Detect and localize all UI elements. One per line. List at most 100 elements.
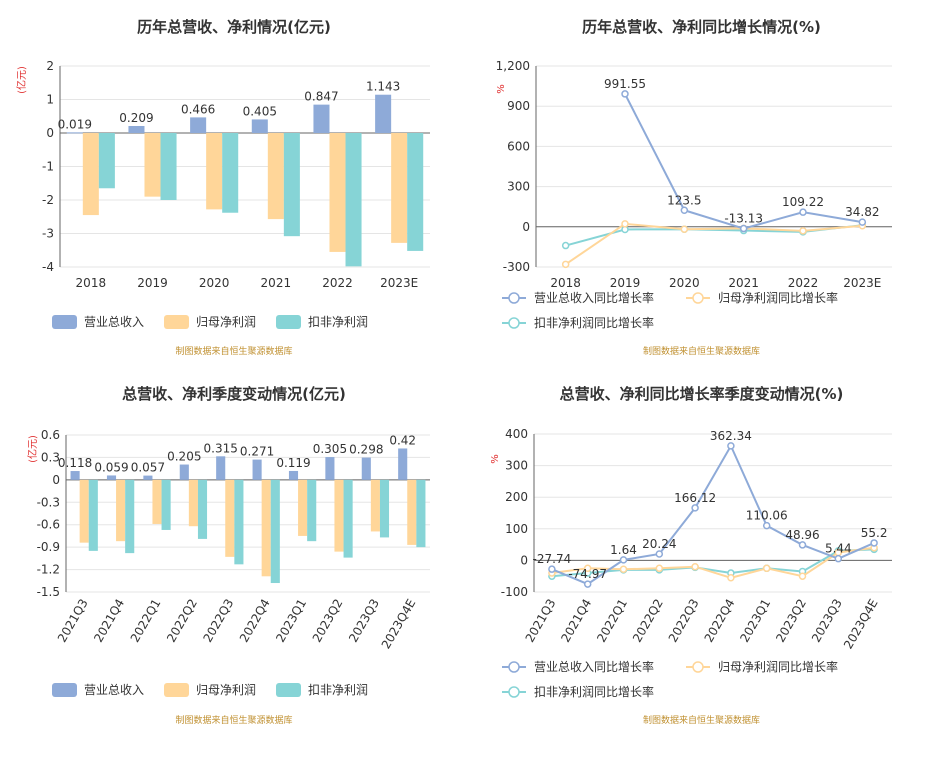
data-label: 0.019	[58, 117, 92, 131]
line-point	[762, 521, 771, 530]
line-point	[691, 504, 699, 512]
gridlines	[536, 65, 892, 268]
x-tick-label: 2023Q3	[346, 597, 382, 645]
source-note: 制图数据来自恒生聚源数据库	[643, 714, 760, 726]
revenue-bar	[179, 464, 189, 480]
x-tick-label: 2022Q3	[200, 597, 236, 645]
x-tick-label: 2020	[199, 276, 230, 290]
line-point	[799, 227, 807, 235]
data-label: 20.24	[642, 537, 676, 551]
legend-label: 扣非净利润同比增长率	[534, 315, 654, 330]
y-tick-label: -0.9	[37, 540, 60, 554]
x-tick-label: 2019	[137, 276, 168, 290]
x-tick-label: 2022Q2	[630, 597, 666, 645]
x-tick-label: 2018	[76, 276, 107, 290]
legend-label: 营业总收入	[84, 315, 144, 329]
revenue-bar	[398, 448, 408, 480]
x-tick-label: 2021	[728, 276, 759, 290]
quarter-growth-chart: 总营收、净利同比增长率季度变动情况(%)%4003002001000-10020…	[490, 385, 892, 726]
revenue-bar	[251, 119, 268, 133]
y-tick-label: -4	[42, 260, 54, 274]
data-label: 0.42	[389, 433, 416, 447]
legend-label: 归母净利润	[196, 683, 256, 697]
legend-marker	[508, 661, 520, 673]
deducted-bar	[222, 133, 239, 213]
deducted-bar	[234, 479, 244, 565]
y-unit-label: %	[490, 454, 501, 464]
deducted-bar	[125, 479, 135, 554]
y-unit-label: %	[496, 84, 507, 94]
netprofit-bar	[391, 133, 408, 243]
line-point	[727, 574, 735, 582]
data-label: 48.96	[785, 528, 819, 542]
y-tick-label: 0	[520, 553, 528, 567]
x-tick-label: 2022Q4	[702, 597, 738, 645]
data-label: 0.059	[94, 460, 128, 474]
line-point	[870, 539, 878, 547]
data-label: 1.64	[610, 543, 637, 557]
line-point	[762, 564, 771, 573]
x-tick-label: 2023Q1	[737, 597, 773, 645]
y-tick-label: -0.6	[37, 518, 60, 532]
legend-marker	[508, 686, 520, 698]
x-tick-label: 2023E	[843, 276, 881, 290]
x-tick-label: 2023E	[380, 276, 418, 290]
legend-label: 归母净利润同比增长率	[718, 290, 838, 305]
line-point	[583, 580, 592, 588]
line-point	[834, 554, 843, 563]
line-point	[621, 220, 629, 228]
legend-swatch	[164, 315, 189, 329]
netprofit-growth-line	[551, 546, 875, 579]
y-tick-label: -2	[42, 193, 54, 207]
x-tick-label: 2021Q4	[91, 597, 127, 645]
data-label: 0.119	[276, 456, 310, 470]
x-tick-label: 2023Q2	[310, 597, 346, 645]
y-tick-label: -300	[503, 260, 530, 274]
legend-label: 归母净利润	[196, 315, 256, 329]
data-label: 0.405	[243, 104, 277, 118]
revenue-growth-line	[551, 443, 875, 586]
y-tick-label: 0	[522, 220, 530, 234]
netprofit-bar	[267, 133, 284, 220]
legend-swatch	[164, 683, 189, 697]
revenue-bar	[325, 457, 335, 480]
line-point	[548, 565, 556, 573]
data-label: 166.12	[674, 491, 716, 505]
x-tick-label: 2023Q4E	[379, 597, 419, 652]
netprofit-bar	[261, 479, 271, 577]
data-label: 110.06	[746, 509, 788, 523]
x-tick-label: 2021Q3	[523, 597, 559, 645]
bar-series-group	[66, 94, 424, 267]
data-label: 0.271	[240, 445, 274, 459]
deducted-bar	[345, 133, 362, 267]
deducted-bar	[343, 479, 353, 558]
chart-title: 历年总营收、净利同比增长情况(%)	[582, 18, 821, 36]
y-tick-label: 300	[505, 459, 528, 473]
legend-marker	[692, 292, 704, 304]
chart-title: 历年总营收、净利情况(亿元)	[137, 18, 331, 36]
data-label: 0.205	[167, 450, 201, 464]
netprofit-bar	[407, 479, 417, 545]
data-label: 0.315	[204, 441, 238, 455]
data-label: 0.057	[131, 461, 165, 475]
legend-label: 营业总收入	[84, 683, 144, 697]
legend-label: 营业总收入同比增长率	[534, 659, 654, 674]
data-label: 109.22	[782, 195, 824, 209]
data-label: -13.13	[724, 212, 763, 226]
y-tick-label: -1	[42, 160, 54, 174]
netprofit-bar	[144, 133, 161, 197]
revenue-bar	[216, 456, 226, 480]
line-point	[561, 241, 570, 250]
y-tick-label: 0.3	[41, 450, 60, 464]
quarter-amount-chart: 总营收、净利季度变动情况(亿元) (亿元)0.6 0.3 0 -0.3 -0.6 -0.9 -…	[26, 385, 430, 726]
line-point	[691, 562, 699, 571]
revenue-bar	[143, 475, 153, 480]
data-label: 0.118	[58, 456, 92, 470]
data-label: -74.97	[568, 567, 607, 581]
data-label: 0.209	[119, 111, 153, 125]
legend-label: 扣非净利润	[308, 683, 368, 697]
y-tick-label: 1,200	[496, 59, 530, 73]
line-point	[680, 206, 689, 215]
y-tick-label: 2	[46, 59, 54, 73]
